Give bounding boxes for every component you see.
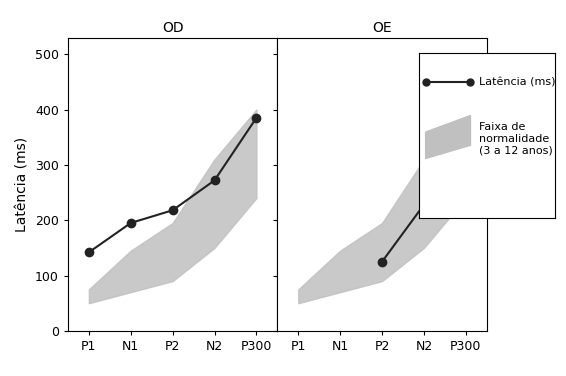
Text: Faixa de
normalidade
(3 a 12 anos): Faixa de normalidade (3 a 12 anos) (479, 122, 552, 155)
Text: Latência (ms): Latência (ms) (479, 77, 555, 87)
Y-axis label: Latência (ms): Latência (ms) (15, 137, 29, 232)
Polygon shape (426, 115, 470, 159)
Title: OD: OD (162, 21, 183, 35)
Title: OE: OE (372, 21, 392, 35)
